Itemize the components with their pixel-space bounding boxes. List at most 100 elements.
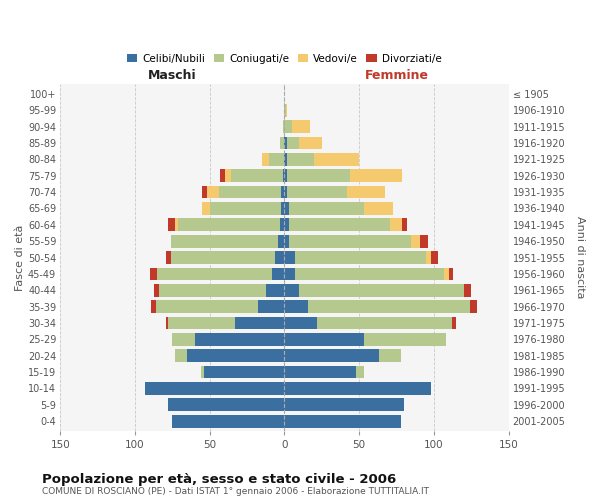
Bar: [287, 136, 299, 149]
Bar: [224, 170, 230, 182]
Bar: [449, 268, 453, 280]
Bar: [210, 202, 281, 215]
Bar: [284, 202, 289, 215]
Bar: [284, 333, 364, 345]
Bar: [464, 284, 471, 296]
Text: Femmine: Femmine: [364, 70, 428, 82]
Bar: [275, 251, 284, 264]
Bar: [175, 350, 187, 362]
Bar: [284, 366, 356, 378]
Bar: [284, 186, 287, 198]
Bar: [272, 268, 284, 280]
Bar: [284, 398, 404, 411]
Bar: [262, 153, 269, 166]
Bar: [166, 251, 171, 264]
Bar: [295, 268, 444, 280]
Bar: [168, 218, 175, 231]
Bar: [444, 268, 449, 280]
Bar: [431, 251, 438, 264]
Bar: [391, 218, 403, 231]
Bar: [280, 218, 284, 231]
Bar: [171, 235, 278, 248]
Legend: Celibi/Nubili, Coniugati/e, Vedovi/e, Divorziati/e: Celibi/Nubili, Coniugati/e, Vedovi/e, Di…: [123, 50, 446, 68]
Bar: [207, 186, 218, 198]
Bar: [287, 170, 350, 182]
Bar: [175, 218, 178, 231]
Bar: [403, 218, 407, 231]
Bar: [151, 300, 156, 313]
Bar: [166, 316, 168, 330]
Bar: [314, 153, 359, 166]
Y-axis label: Anni di nascita: Anni di nascita: [575, 216, 585, 299]
Bar: [427, 251, 431, 264]
Bar: [284, 300, 308, 313]
Bar: [257, 300, 284, 313]
Bar: [201, 366, 204, 378]
Bar: [452, 316, 456, 330]
Bar: [202, 186, 207, 198]
Bar: [295, 251, 427, 264]
Bar: [299, 136, 322, 149]
Bar: [266, 284, 284, 296]
Bar: [289, 218, 391, 231]
Bar: [286, 104, 287, 117]
Bar: [150, 268, 157, 280]
Bar: [178, 218, 280, 231]
Bar: [284, 170, 287, 182]
Bar: [281, 202, 284, 215]
Text: Maschi: Maschi: [148, 70, 197, 82]
Bar: [292, 120, 310, 133]
Bar: [204, 366, 284, 378]
Bar: [284, 120, 292, 133]
Bar: [159, 284, 266, 296]
Bar: [379, 350, 401, 362]
Bar: [283, 170, 284, 182]
Bar: [281, 186, 284, 198]
Bar: [284, 136, 287, 149]
Bar: [317, 316, 452, 330]
Bar: [202, 202, 210, 215]
Bar: [470, 300, 477, 313]
Bar: [364, 202, 394, 215]
Bar: [154, 284, 159, 296]
Bar: [289, 202, 364, 215]
Bar: [187, 350, 284, 362]
Bar: [230, 170, 283, 182]
Bar: [347, 186, 385, 198]
Text: Popolazione per età, sesso e stato civile - 2006: Popolazione per età, sesso e stato civil…: [42, 472, 396, 486]
Bar: [168, 398, 284, 411]
Bar: [280, 136, 284, 149]
Bar: [287, 186, 347, 198]
Bar: [289, 235, 412, 248]
Bar: [218, 186, 281, 198]
Bar: [145, 382, 284, 395]
Bar: [350, 170, 403, 182]
Bar: [156, 300, 257, 313]
Bar: [421, 235, 428, 248]
Bar: [168, 316, 235, 330]
Bar: [172, 415, 284, 428]
Bar: [284, 153, 287, 166]
Bar: [308, 300, 470, 313]
Bar: [172, 333, 195, 345]
Text: COMUNE DI ROSCIANO (PE) - Dati ISTAT 1° gennaio 2006 - Elaborazione TUTTITALIA.I: COMUNE DI ROSCIANO (PE) - Dati ISTAT 1° …: [42, 488, 429, 496]
Bar: [284, 235, 289, 248]
Bar: [283, 120, 284, 133]
Bar: [299, 284, 464, 296]
Bar: [364, 333, 446, 345]
Bar: [278, 235, 284, 248]
Bar: [171, 251, 275, 264]
Bar: [356, 366, 364, 378]
Bar: [220, 170, 224, 182]
Bar: [412, 235, 421, 248]
Bar: [284, 284, 299, 296]
Bar: [195, 333, 284, 345]
Bar: [284, 316, 317, 330]
Bar: [287, 153, 314, 166]
Bar: [284, 218, 289, 231]
Bar: [284, 251, 295, 264]
Bar: [235, 316, 284, 330]
Bar: [284, 382, 431, 395]
Bar: [284, 268, 295, 280]
Bar: [284, 415, 401, 428]
